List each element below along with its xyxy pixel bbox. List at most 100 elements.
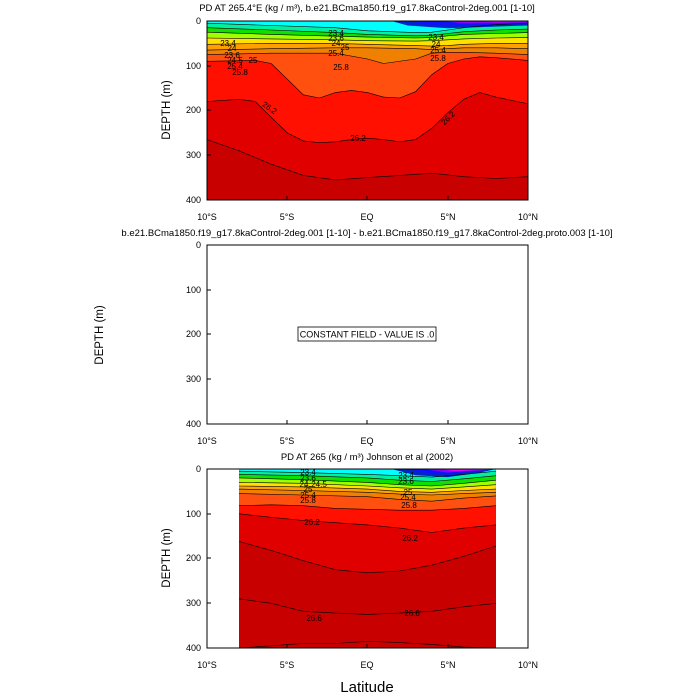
isopycnal-line bbox=[239, 488, 496, 496]
panel-3-y-axis: DEPTH (m) 0 100 200 300 400 bbox=[161, 464, 211, 653]
density-band bbox=[239, 541, 496, 615]
x-tick-label: 10°S bbox=[197, 660, 217, 670]
contour-label: 25.8 bbox=[333, 63, 349, 72]
panel-1-y-label: DEPTH (m) bbox=[161, 80, 173, 140]
panel-1-x-axis: 10°S 5°S EQ 5°N 10°N bbox=[197, 196, 538, 222]
contour-label: 25 bbox=[341, 43, 350, 52]
panel-1-title: PD AT 265.4°E (kg / m³), b.e21.BCma1850.… bbox=[199, 3, 535, 14]
contour-label: 25 bbox=[304, 485, 313, 494]
contour-label: 25 bbox=[249, 56, 258, 65]
y-tick-label: 400 bbox=[186, 643, 201, 653]
y-tick-label: 200 bbox=[186, 553, 201, 563]
contour-label: 24 bbox=[432, 40, 441, 49]
isopycnal-line bbox=[239, 598, 496, 615]
density-band bbox=[239, 504, 496, 533]
contour-label: 26.2 bbox=[350, 134, 366, 143]
y-tick-label: 300 bbox=[186, 598, 201, 608]
constant-field-box bbox=[297, 326, 437, 342]
isopycnal-line bbox=[207, 51, 528, 64]
panel-3-x-axis: 10°S 5°S EQ 5°N 10°N bbox=[197, 644, 538, 670]
y-tick-label: 200 bbox=[186, 105, 201, 115]
panel-observations: PD AT 265 (kg / m³) Johnson et al (2002)… bbox=[161, 452, 538, 670]
x-tick-label: EQ bbox=[360, 212, 373, 222]
density-band bbox=[207, 52, 528, 98]
isopycnal-line bbox=[207, 139, 528, 181]
x-tick-label: 5°N bbox=[440, 660, 455, 670]
contour-label: 23.4 bbox=[428, 33, 444, 42]
density-band bbox=[239, 513, 496, 573]
isopycnal-line bbox=[207, 47, 528, 51]
x-tick-label: 10°N bbox=[518, 212, 538, 222]
contour-label: 24 bbox=[228, 44, 237, 53]
density-band bbox=[239, 486, 496, 495]
y-tick-label: 0 bbox=[196, 464, 201, 474]
contour-label: 25 bbox=[404, 488, 413, 497]
isopycnal-line bbox=[207, 92, 528, 144]
x-tick-label: 5°N bbox=[440, 212, 455, 222]
contour-label: 25.8 bbox=[401, 501, 417, 510]
contour-label: 25.8 bbox=[430, 54, 446, 63]
contour-label: 23.4 bbox=[398, 471, 414, 480]
x-tick-label: 10°S bbox=[197, 436, 217, 446]
contour-label: 24.5 bbox=[227, 56, 243, 65]
panel-1-plot bbox=[207, 21, 528, 200]
panel-1-surface-anomaly bbox=[391, 21, 528, 29]
isopycnal-line bbox=[239, 474, 496, 482]
panel-3-density-bands bbox=[239, 469, 496, 648]
contour-label: 23.4 bbox=[300, 468, 316, 477]
panel-1-isopycnal-lines bbox=[207, 22, 528, 181]
x-tick-label: 10°S bbox=[197, 212, 217, 222]
density-band bbox=[239, 598, 496, 648]
density-band bbox=[207, 92, 528, 180]
y-tick-label: 200 bbox=[186, 329, 201, 339]
density-band bbox=[207, 47, 528, 64]
panel-1-density-bands bbox=[207, 21, 528, 200]
y-tick-label: 0 bbox=[196, 240, 201, 250]
x-tick-label: 5°S bbox=[280, 660, 295, 670]
density-band bbox=[239, 489, 496, 502]
isopycnal-line bbox=[207, 22, 528, 33]
contour-label: 25.8 bbox=[232, 68, 248, 77]
isopycnal-line bbox=[239, 493, 496, 502]
panel-3-contour-labels: 23.4 23.6 24 24.5 25 25.4 25.8 23.4 23.6… bbox=[300, 468, 421, 623]
isopycnal-line bbox=[239, 470, 496, 478]
contour-label: 26.2 bbox=[402, 534, 418, 543]
density-band bbox=[207, 56, 528, 143]
isopycnal-line bbox=[207, 37, 528, 42]
x-tick-label: 5°S bbox=[280, 436, 295, 446]
panel-2-y-axis: DEPTH (m) 0 100 200 300 400 bbox=[94, 240, 211, 429]
isopycnal-line bbox=[239, 640, 496, 648]
isopycnal-line bbox=[239, 541, 496, 574]
contour-label: 24 bbox=[332, 39, 341, 48]
x-tick-label: EQ bbox=[360, 660, 373, 670]
constant-field-label: CONSTANT FIELD - VALUE IS .0 bbox=[300, 330, 435, 340]
panel-3-plot bbox=[239, 469, 496, 648]
contour-label: 24.5 bbox=[311, 480, 327, 489]
contour-label: 23.6 bbox=[328, 34, 344, 43]
density-band bbox=[207, 139, 528, 200]
panel-2-title: b.e21.BCma1850.f19_g17.8kaControl-2deg.0… bbox=[121, 228, 612, 239]
x-tick-label: 10°N bbox=[518, 436, 538, 446]
density-band bbox=[239, 482, 496, 493]
contour-label: 26.2 bbox=[304, 518, 320, 527]
density-band bbox=[207, 37, 528, 47]
panel-2-y-label: DEPTH (m) bbox=[94, 305, 106, 365]
density-band bbox=[239, 493, 496, 511]
contour-label: 23.6 bbox=[224, 51, 240, 60]
isopycnal-line bbox=[207, 56, 528, 99]
x-tick-label: 10°N bbox=[518, 660, 538, 670]
x-tick-label: EQ bbox=[360, 436, 373, 446]
contour-label: 25.4 bbox=[430, 46, 446, 55]
density-band bbox=[239, 474, 496, 486]
isopycnal-line bbox=[207, 43, 528, 47]
panel-1-y-axis: DEPTH (m) 0 100 200 300 400 bbox=[161, 16, 211, 205]
isopycnal-line bbox=[207, 27, 528, 37]
panel-model: PD AT 265.4°E (kg / m³), b.e21.BCma1850.… bbox=[161, 3, 538, 222]
y-tick-label: 0 bbox=[196, 16, 201, 26]
isopycnal-line bbox=[207, 31, 528, 39]
contour-label: 25.4 bbox=[227, 62, 243, 71]
isopycnal-line bbox=[239, 482, 496, 490]
contour-label: 24 bbox=[300, 480, 309, 489]
contour-label: 26.6 bbox=[404, 609, 420, 618]
panel-2-x-axis: 10°S 5°S EQ 5°N 10°N bbox=[197, 420, 538, 446]
